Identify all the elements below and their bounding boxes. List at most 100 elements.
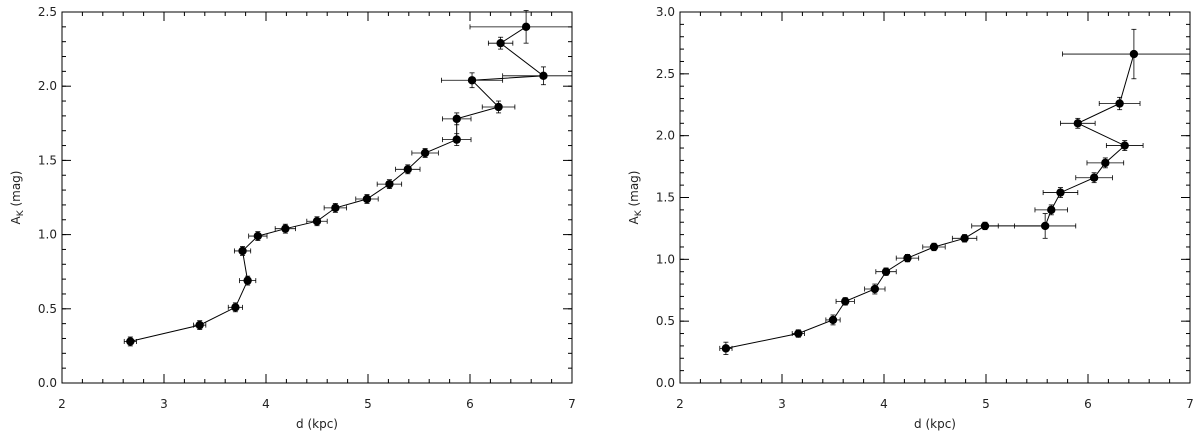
point-marker bbox=[253, 231, 263, 241]
x-tick-label: 6 bbox=[466, 397, 474, 411]
point-marker bbox=[1040, 221, 1050, 231]
y-tick-label: 2.0 bbox=[656, 129, 675, 143]
data-point bbox=[227, 302, 243, 313]
y-tick-label: 0.0 bbox=[38, 376, 57, 390]
point-marker bbox=[1089, 173, 1099, 182]
point-marker bbox=[721, 344, 731, 353]
data-point bbox=[1062, 28, 1191, 80]
point-marker bbox=[980, 221, 990, 231]
point-marker bbox=[1120, 141, 1129, 150]
y-tick-label: 0.5 bbox=[38, 302, 57, 316]
x-tick-label: 6 bbox=[1084, 397, 1092, 411]
y-tick-label: 2.5 bbox=[38, 5, 57, 19]
data-point bbox=[825, 314, 841, 326]
data-point bbox=[922, 242, 946, 252]
point-marker bbox=[281, 224, 290, 233]
data-point bbox=[442, 112, 472, 126]
point-marker bbox=[494, 102, 503, 112]
point-marker bbox=[312, 217, 322, 226]
y-tick-label: 0.0 bbox=[656, 376, 675, 390]
data-point bbox=[971, 221, 999, 231]
data-point bbox=[1075, 172, 1113, 184]
point-marker bbox=[496, 38, 505, 48]
y-tick-label: 0.5 bbox=[656, 314, 675, 328]
y-tick-label: 1.5 bbox=[656, 191, 675, 205]
point-marker bbox=[385, 179, 394, 189]
point-marker bbox=[126, 337, 135, 346]
point-marker bbox=[243, 276, 252, 285]
point-marker bbox=[452, 114, 461, 124]
x-tick-label: 5 bbox=[364, 397, 372, 411]
right-chart: 2 3 4 5 6 7 0.0 0.5 1.0 1.5 2.0 2.5 3.0 d (kpc) AK (ma… bbox=[627, 5, 1194, 431]
point-marker bbox=[521, 22, 531, 32]
y-tick-label: 1.0 bbox=[656, 252, 675, 266]
point-marker bbox=[331, 203, 340, 213]
point-marker bbox=[195, 320, 204, 330]
data-point bbox=[274, 223, 296, 234]
point-marker bbox=[1056, 188, 1065, 197]
data-point bbox=[248, 231, 268, 241]
point-marker bbox=[881, 267, 891, 276]
data-point bbox=[951, 234, 978, 243]
data-point bbox=[441, 72, 504, 89]
point-marker bbox=[1101, 158, 1110, 168]
y-tick-label: 2.0 bbox=[38, 79, 57, 93]
y-axis-label-sub: K bbox=[634, 209, 644, 216]
x-axis-label: d (kpc) bbox=[914, 417, 956, 431]
x-tick-label: 5 bbox=[982, 397, 990, 411]
left-chart: 2 3 4 5 6 7 0.0 0.5 1.0 1.5 2.0 2.5 d (kpc) AK (mag) bbox=[9, 5, 576, 431]
y-axis-label-unit: (mag) bbox=[9, 171, 23, 211]
x-tick-label: 4 bbox=[262, 397, 270, 411]
y-axis-label: AK (mag) bbox=[9, 171, 26, 225]
data-point bbox=[1014, 213, 1077, 239]
data-point bbox=[395, 164, 421, 175]
data-point bbox=[791, 329, 805, 338]
data-point bbox=[875, 267, 897, 276]
y-tick-label: 1.0 bbox=[38, 228, 57, 242]
point-marker bbox=[929, 242, 939, 252]
point-marker bbox=[420, 148, 430, 158]
data-point bbox=[719, 341, 733, 355]
data-point bbox=[239, 275, 257, 286]
point-marker bbox=[794, 329, 803, 338]
data-point bbox=[355, 194, 379, 204]
data-point bbox=[323, 203, 347, 213]
data-point bbox=[1060, 117, 1096, 129]
point-marker bbox=[1073, 119, 1082, 128]
data-point bbox=[1105, 140, 1144, 151]
plot-frame bbox=[61, 11, 573, 384]
series-line bbox=[130, 26, 545, 342]
data-point bbox=[306, 216, 328, 227]
point-marker bbox=[1129, 49, 1139, 59]
point-marker bbox=[403, 165, 412, 174]
x-tick-label: 7 bbox=[1186, 397, 1194, 411]
y-tick-label: 3.0 bbox=[656, 5, 675, 19]
y-tick-label: 1.5 bbox=[38, 153, 57, 167]
data-point bbox=[376, 179, 403, 189]
x-tick-label: 2 bbox=[676, 397, 684, 411]
point-marker bbox=[539, 71, 548, 81]
data-point bbox=[481, 100, 516, 114]
point-marker bbox=[231, 303, 240, 312]
y-axis-label: AK (mag) bbox=[627, 171, 644, 225]
series-line bbox=[725, 53, 1135, 349]
point-marker bbox=[828, 315, 838, 325]
point-marker bbox=[238, 246, 247, 256]
data-point bbox=[442, 133, 472, 146]
data-point bbox=[487, 36, 514, 50]
point-marker bbox=[841, 297, 850, 306]
point-marker bbox=[362, 194, 372, 204]
data-point bbox=[233, 246, 252, 256]
x-axis-label: d (kpc) bbox=[296, 417, 338, 431]
plot-frame bbox=[679, 11, 1191, 384]
x-tick-label: 7 bbox=[568, 397, 576, 411]
data-point bbox=[1034, 204, 1069, 216]
point-marker bbox=[1047, 205, 1056, 215]
x-tick-label: 2 bbox=[58, 397, 66, 411]
y-axis-label-sub: K bbox=[16, 209, 26, 216]
x-tick-label: 3 bbox=[160, 397, 168, 411]
y-axis-label-main: A bbox=[627, 215, 641, 224]
y-axis-label-main: A bbox=[9, 215, 23, 224]
data-point bbox=[895, 253, 920, 263]
data-point bbox=[1042, 187, 1079, 198]
